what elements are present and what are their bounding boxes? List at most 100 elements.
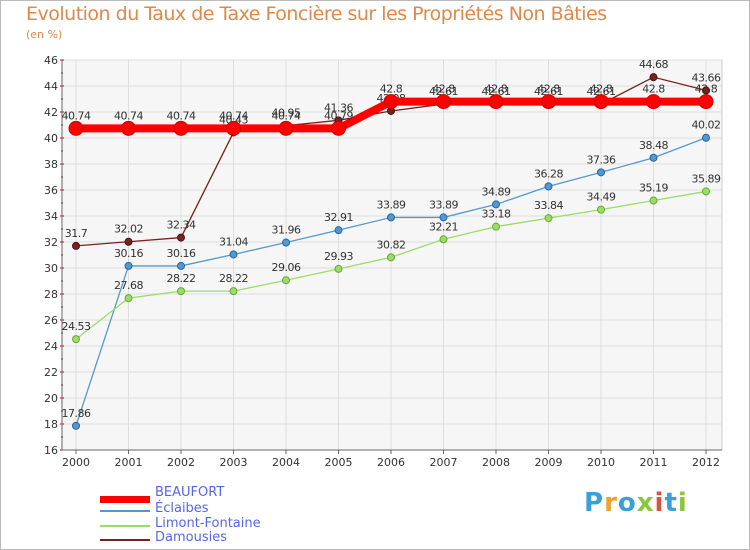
data-label-eclaibes: 30.16: [167, 247, 196, 260]
data-point-eclaibes: [439, 213, 448, 222]
logo-letter: r: [604, 488, 618, 518]
data-label-damousies: 43.66: [692, 71, 721, 84]
data-label-limont-fontaine: 35.89: [692, 172, 721, 185]
y-tick-label: 16: [44, 444, 58, 457]
data-label-damousies: 41.36: [324, 101, 353, 114]
data-label-eclaibes: 33.89: [429, 198, 458, 211]
data-label-eclaibes: 36.28: [534, 167, 563, 180]
data-label-beaufort: 42.8: [642, 83, 665, 96]
y-tick-label: 42: [44, 106, 58, 119]
data-point-beaufort: [383, 94, 399, 110]
y-tick-label: 36: [44, 184, 58, 197]
data-point-eclaibes: [72, 421, 80, 430]
legend-line-eclaibes: [100, 510, 150, 512]
proxiti-logo: Proxiti: [584, 488, 688, 518]
data-label-eclaibes: 38.48: [639, 139, 668, 152]
data-point-limont-fontaine: [702, 187, 710, 196]
data-point-eclaibes: [597, 168, 605, 177]
data-label-damousies: 42.61: [534, 85, 563, 98]
data-point-limont-fontaine: [229, 287, 238, 296]
x-tick-label: 2002: [167, 456, 195, 469]
y-tick-label: 26: [44, 314, 58, 327]
data-point-beaufort: [541, 94, 556, 110]
x-tick-label: 2003: [220, 456, 248, 469]
data-label-beaufort: 42.8: [695, 83, 718, 96]
data-label-limont-fontaine: 30.82: [377, 238, 406, 251]
data-label-beaufort: 40.74: [167, 109, 196, 122]
x-tick-label: 2007: [430, 456, 458, 469]
data-label-limont-fontaine: 33.84: [534, 199, 563, 212]
data-point-damousies: [702, 86, 710, 95]
data-point-damousies: [177, 233, 185, 242]
data-label-limont-fontaine: 34.49: [587, 191, 616, 204]
data-point-limont-fontaine: [439, 235, 448, 244]
x-tick-label: 2008: [482, 456, 510, 469]
data-point-limont-fontaine: [124, 294, 133, 303]
data-label-eclaibes: 31.04: [219, 235, 248, 248]
data-point-beaufort: [226, 120, 241, 136]
data-point-eclaibes: [387, 213, 395, 222]
data-point-beaufort: [278, 120, 294, 136]
data-label-beaufort: 40.74: [62, 109, 91, 122]
data-point-limont-fontaine: [282, 276, 290, 285]
data-point-eclaibes: [649, 153, 658, 162]
data-label-limont-fontaine: 28.22: [167, 272, 196, 285]
y-tick-label: 38: [44, 158, 58, 171]
logo-letter: o: [617, 488, 637, 518]
data-point-limont-fontaine: [649, 196, 658, 205]
legend-line-limont-fontaine: [100, 525, 150, 527]
data-point-limont-fontaine: [387, 253, 395, 262]
data-label-beaufort: 42.8: [537, 83, 560, 96]
data-point-eclaibes: [544, 182, 553, 191]
y-tick-label: 22: [44, 366, 58, 379]
data-point-limont-fontaine: [72, 335, 80, 344]
x-tick-label: 2006: [377, 456, 405, 469]
x-tick-label: 2004: [272, 456, 300, 469]
data-label-eclaibes: 40.02: [692, 119, 721, 132]
data-point-beaufort: [698, 94, 714, 110]
y-tick-label: 44: [44, 80, 58, 93]
logo-letter: x: [636, 488, 655, 518]
data-point-limont-fontaine: [544, 214, 553, 223]
data-point-beaufort: [488, 94, 504, 110]
data-label-limont-fontaine: 24.53: [62, 320, 91, 333]
data-label-limont-fontaine: 35.19: [639, 182, 668, 195]
data-label-beaufort: 42.8: [485, 83, 508, 96]
data-label-beaufort: 42.8: [590, 83, 613, 96]
data-label-damousies: 42.61: [429, 85, 458, 98]
y-tick-label: 34: [44, 210, 58, 223]
data-point-limont-fontaine: [177, 287, 185, 296]
data-label-damousies: 44.68: [639, 58, 668, 71]
data-label-damousies: 32.02: [114, 223, 143, 236]
data-label-limont-fontaine: 32.21: [429, 220, 458, 233]
data-point-eclaibes: [177, 261, 185, 270]
legend-label-beaufort: BEAUFORT: [155, 485, 225, 500]
data-point-beaufort: [593, 94, 609, 110]
data-label-beaufort: 40.79: [324, 109, 353, 122]
y-tick-label: 40: [44, 132, 58, 145]
data-label-eclaibes: 17.86: [62, 407, 91, 420]
data-label-beaufort: 40.74: [272, 109, 301, 122]
data-label-damousies: 42.61: [482, 85, 511, 98]
data-point-beaufort: [436, 94, 451, 110]
logo-letter: i: [654, 488, 665, 518]
data-label-eclaibes: 31.96: [272, 224, 301, 237]
chart-subtitle: (en %): [26, 28, 63, 41]
data-point-eclaibes: [334, 226, 343, 235]
x-tick-label: 2005: [325, 456, 353, 469]
legend-label-limont-fontaine: Limont-Fontaine: [155, 516, 261, 531]
data-point-eclaibes: [124, 261, 133, 270]
logo-letter: i: [677, 488, 688, 518]
data-label-limont-fontaine: 27.68: [114, 279, 143, 292]
data-label-damousies: 32.34: [167, 219, 196, 232]
data-label-limont-fontaine: 28.22: [219, 272, 248, 285]
legend-line-beaufort: [100, 496, 150, 503]
y-tick-label: 28: [44, 288, 58, 301]
data-point-eclaibes: [229, 250, 238, 259]
data-label-damousies: 40.95: [272, 107, 301, 120]
y-tick-label: 18: [44, 418, 58, 431]
data-label-beaufort: 40.74: [114, 109, 143, 122]
data-label-damousies: 40.43: [219, 113, 248, 126]
x-tick-label: 2009: [535, 456, 563, 469]
data-label-eclaibes: 30.16: [114, 247, 143, 260]
